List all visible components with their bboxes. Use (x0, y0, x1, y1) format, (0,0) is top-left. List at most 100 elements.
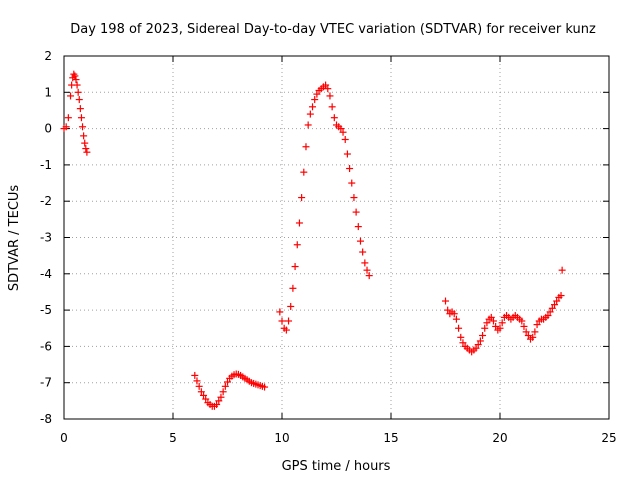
data-point (558, 266, 566, 274)
data-point (498, 319, 506, 327)
data-point (202, 395, 210, 403)
y-tick-label: -7 (40, 376, 52, 390)
data-point (261, 383, 269, 391)
data-point (548, 304, 556, 312)
data-point (302, 143, 310, 151)
data-point (522, 328, 530, 336)
data-point (529, 333, 537, 341)
data-point (309, 103, 317, 111)
data-point (489, 317, 497, 325)
data-point (520, 322, 528, 330)
data-point (304, 121, 312, 129)
data-point (324, 85, 332, 93)
data-point (79, 123, 87, 131)
data-point (339, 128, 347, 136)
data-point (328, 103, 336, 111)
data-point (298, 194, 306, 202)
data-point (365, 272, 373, 280)
data-point (322, 81, 330, 89)
data-point (215, 397, 223, 405)
data-point (285, 317, 293, 325)
data-point (82, 145, 90, 153)
data-point (326, 92, 334, 100)
y-tick-label: -5 (40, 303, 52, 317)
chart-title: Day 198 of 2023, Sidereal Day-to-day VTE… (70, 22, 596, 37)
x-tick-label: 5 (169, 431, 177, 445)
x-tick-label: 20 (492, 431, 507, 445)
y-tick-label: 2 (44, 49, 52, 63)
data-point (295, 219, 303, 227)
data-point (557, 292, 565, 300)
data-point (359, 248, 367, 256)
data-point (450, 310, 458, 318)
data-point (348, 179, 356, 187)
data-point (492, 322, 500, 330)
y-tick-label: -6 (40, 339, 52, 353)
data-point (544, 312, 552, 320)
data-point (474, 341, 482, 349)
data-point (442, 297, 449, 305)
data-point (496, 324, 504, 332)
data-point (276, 308, 284, 316)
data-point (195, 382, 203, 390)
x-tick-label: 0 (60, 431, 68, 445)
y-axis-label: SDTVAR / TECUs (7, 185, 22, 292)
data-point (287, 302, 295, 310)
data-point (80, 132, 88, 140)
y-tick-label: 1 (44, 85, 52, 99)
data-point (337, 125, 345, 133)
data-point (81, 139, 89, 147)
data-point (452, 315, 460, 323)
data-point (77, 114, 85, 122)
y-tick-label: -4 (40, 267, 52, 281)
data-point (459, 339, 467, 347)
data-point (75, 96, 83, 104)
data-point (487, 313, 495, 321)
data-point (74, 88, 82, 96)
data-point (217, 393, 225, 401)
data-point (356, 237, 364, 245)
x-axis: 0 5 10 15 20 25 (60, 56, 617, 445)
data-point (83, 148, 91, 156)
data-point (518, 317, 526, 325)
data-point (282, 326, 290, 334)
data-point (313, 90, 321, 98)
data-point (219, 388, 227, 396)
data-point (300, 168, 308, 176)
data-point (213, 400, 221, 408)
x-tick-label: 25 (601, 431, 616, 445)
y-tick-label: -2 (40, 194, 52, 208)
data-point (455, 324, 463, 332)
data-point (476, 337, 484, 345)
data-point (330, 114, 338, 122)
data-point (224, 378, 231, 386)
data-point (457, 333, 465, 341)
x-tick-label: 15 (383, 431, 398, 445)
data-point (546, 308, 554, 316)
data-point (62, 123, 70, 131)
data-point (352, 208, 360, 216)
data-point (197, 388, 205, 396)
y-tick-label: -3 (40, 231, 52, 245)
data-point (350, 194, 358, 202)
data-point (64, 114, 72, 122)
y-tick-label: -8 (40, 412, 52, 426)
x-axis-label: GPS time / hours (282, 459, 391, 474)
data-point (553, 297, 561, 305)
data-point (346, 165, 354, 173)
data-point (363, 266, 371, 274)
grid-lines (64, 56, 609, 419)
data-point (278, 317, 286, 325)
data-point (354, 223, 362, 231)
data-point (341, 135, 349, 143)
data-point (67, 92, 75, 100)
data-point (472, 344, 480, 352)
data-point (293, 241, 301, 249)
data-point (531, 328, 539, 336)
data-point (289, 284, 297, 292)
data-point (361, 259, 369, 267)
data-point (193, 377, 201, 385)
data-point (306, 110, 314, 118)
y-tick-label: 0 (44, 122, 52, 136)
